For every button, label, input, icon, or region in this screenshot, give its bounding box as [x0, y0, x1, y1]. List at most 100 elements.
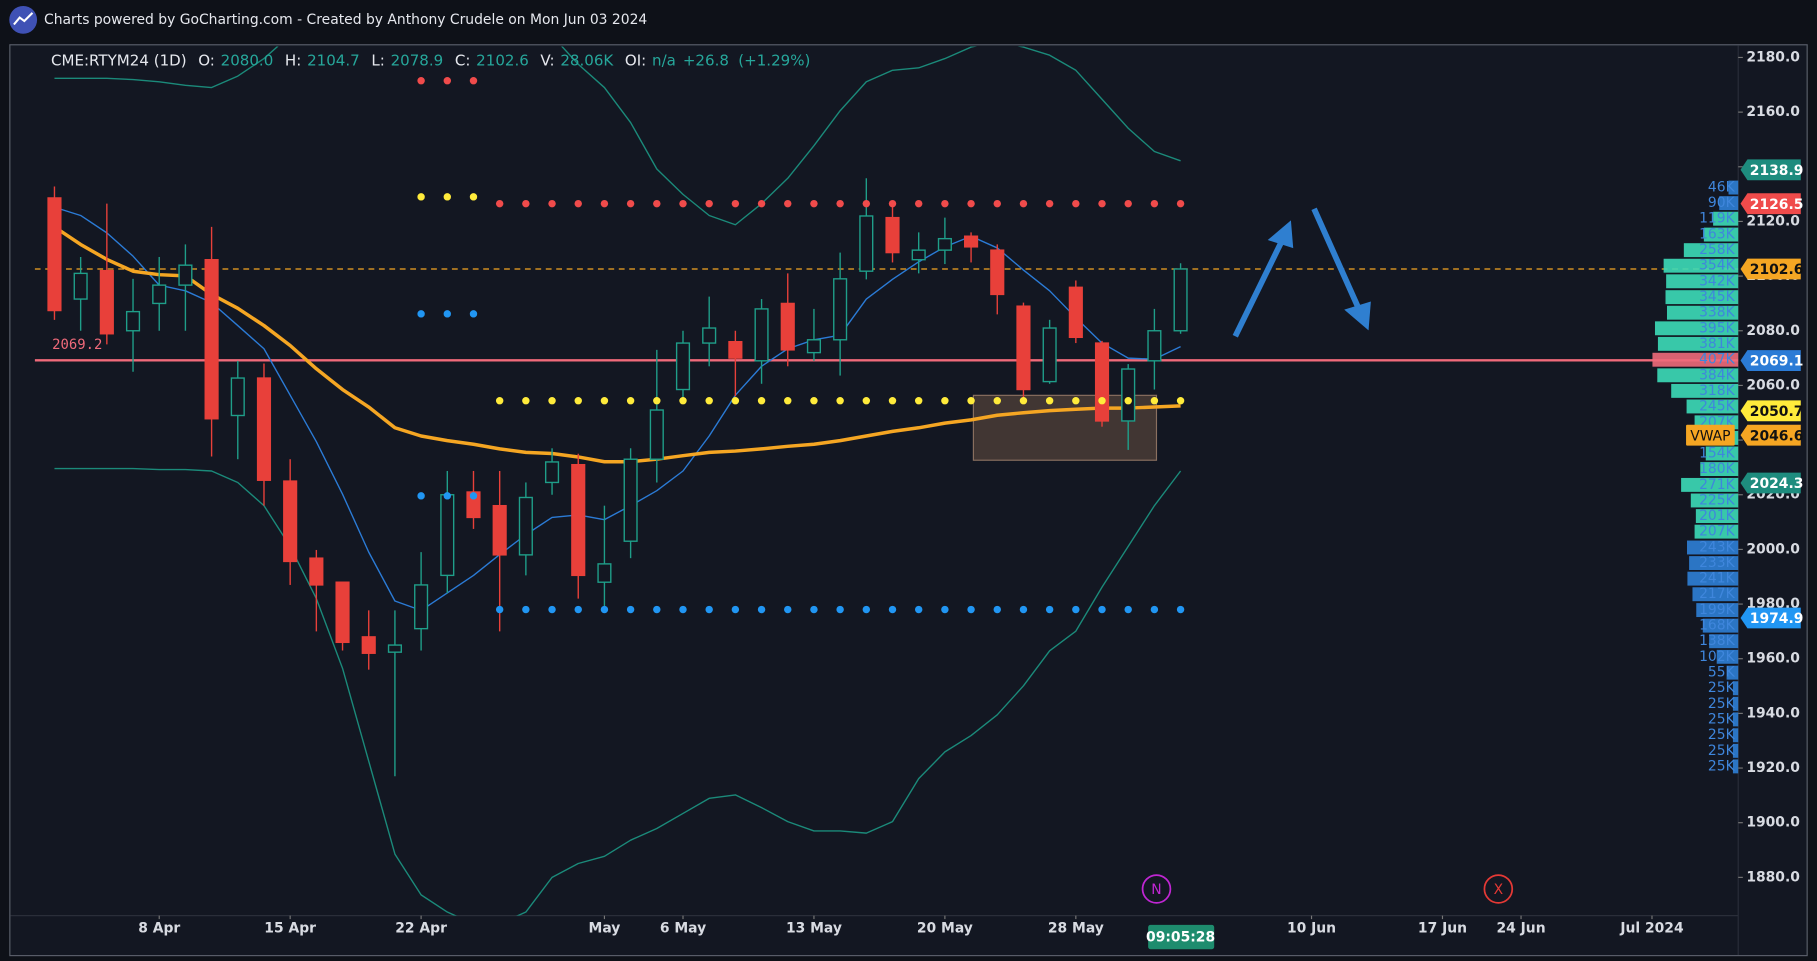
candle-body	[152, 284, 167, 305]
level-dot	[548, 397, 556, 405]
level-dot	[914, 605, 923, 614]
level-dot	[495, 605, 504, 614]
overlay	[1232, 207, 1371, 338]
y-tick-label: 2180.0	[1746, 49, 1800, 65]
field-key: V:	[540, 51, 554, 69]
candle-body	[361, 636, 376, 654]
volume-bar	[1732, 712, 1739, 727]
symbol: CME:RTYM24 (1D)	[51, 51, 187, 69]
volume-bar	[1705, 446, 1739, 461]
level-dot	[1072, 605, 1080, 614]
level-dot	[469, 492, 478, 500]
indicator-tag	[1686, 424, 1735, 446]
level-dot	[705, 397, 713, 405]
level-dot	[443, 76, 452, 85]
chart-frame	[9, 44, 1808, 957]
level-dot	[993, 605, 1001, 614]
volume-label: 258K	[1699, 242, 1736, 258]
level-dot	[574, 199, 582, 208]
level-dot	[522, 397, 530, 405]
price-tag-label: 2046.6	[1750, 428, 1804, 444]
indicator-line	[53, 225, 1181, 464]
level-dot	[626, 605, 635, 614]
x-tick-label: 10 Jun	[1287, 920, 1336, 936]
volume-label: 407K	[1699, 352, 1736, 368]
volume-bar	[1702, 618, 1739, 633]
x-tick-label: 8 Apr	[138, 920, 180, 936]
volume-bar	[1657, 336, 1739, 351]
volume-bar	[1687, 540, 1739, 555]
price-tag	[1740, 472, 1801, 494]
candle-body	[178, 264, 193, 286]
volume-label: 225K	[1699, 492, 1736, 508]
level-dot	[757, 605, 766, 614]
field-key: C:	[455, 51, 471, 69]
countdown-tag	[1148, 924, 1215, 950]
candle-body	[702, 327, 717, 344]
level-dot	[1045, 199, 1054, 208]
arrow-up-head	[1267, 220, 1294, 249]
level-dot	[914, 397, 923, 405]
volume-bar	[1700, 462, 1739, 477]
level-dot	[417, 492, 425, 500]
volume-label: 217K	[1699, 586, 1736, 602]
level-dot	[1150, 605, 1159, 614]
volume-label: 395K	[1699, 320, 1736, 336]
level-dot	[469, 76, 478, 85]
candle-body	[964, 235, 979, 248]
candle-body	[1121, 368, 1136, 422]
price-tag-label: 2069.1	[1750, 354, 1804, 370]
volume-bar	[1732, 743, 1739, 758]
candle-body	[623, 458, 638, 542]
candle-body	[466, 491, 481, 519]
candle-body	[780, 302, 795, 351]
volume-bar	[1683, 243, 1739, 258]
level-dot	[522, 605, 530, 614]
level-dot	[469, 193, 478, 201]
field-value: 2080.0	[221, 51, 274, 69]
level-dot	[417, 193, 425, 201]
logo-icon	[13, 12, 34, 26]
volume-bar	[1671, 383, 1739, 398]
level-dot	[495, 199, 504, 208]
volume-bar	[1654, 321, 1739, 336]
candle-body	[414, 584, 429, 630]
level-dot	[1098, 397, 1106, 405]
volume-bar	[1657, 368, 1739, 383]
y-tick-label: 1900.0	[1746, 815, 1800, 831]
candle-body	[937, 237, 952, 251]
volume-label: 25K	[1708, 727, 1736, 743]
candle-body	[911, 249, 926, 261]
volume-label: 384K	[1699, 367, 1736, 383]
candle-body	[230, 377, 245, 417]
volume-label: 25K	[1708, 680, 1736, 696]
y-tick-label: 1880.0	[1746, 869, 1800, 885]
level-dot	[443, 310, 452, 318]
volume-bar	[1666, 305, 1739, 320]
candle-body	[492, 504, 507, 556]
volume-label: 342K	[1699, 273, 1736, 289]
x-tick-label: 13 May	[786, 920, 842, 936]
level-dot	[731, 199, 740, 208]
volume-label: 245K	[1699, 398, 1736, 414]
candle-body	[335, 581, 350, 644]
level-dot	[1098, 199, 1106, 208]
volume-label: 381K	[1699, 336, 1736, 352]
field-value: 28.06K	[560, 51, 614, 69]
level-dot	[941, 397, 949, 405]
price-line-label: 2069.2	[52, 337, 102, 353]
level-dot	[731, 605, 740, 614]
plot-area: 2069.2	[34, 46, 1739, 916]
volume-label: 138K	[1699, 633, 1736, 649]
level-dot	[574, 397, 582, 405]
volume-bar	[1703, 227, 1739, 242]
level-dot	[1150, 199, 1159, 208]
level-dot	[784, 199, 792, 208]
level-dot	[941, 605, 949, 614]
candle-body	[309, 557, 324, 586]
level-dot	[967, 397, 975, 405]
volume-bar	[1719, 196, 1739, 211]
level-dot	[836, 397, 844, 405]
level-dot	[679, 605, 687, 614]
